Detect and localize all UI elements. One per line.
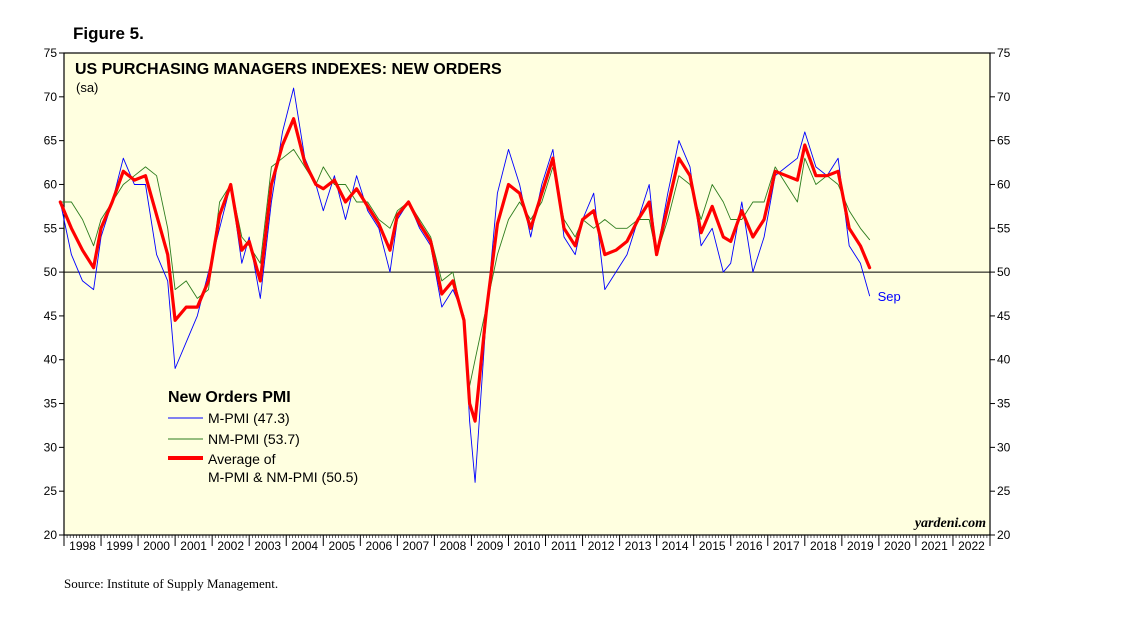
series-layer	[58, 87, 872, 483]
y-tick-label-left: 30	[44, 440, 58, 454]
x-tick-label: 2011	[551, 539, 577, 553]
chart-subtitle: (sa)	[76, 80, 98, 95]
legend: New Orders PMI M-PMI (47.3) NM-PMI (53.7…	[168, 389, 358, 485]
x-tick-label: 2013	[625, 539, 652, 553]
x-tick-label: 2015	[699, 539, 726, 553]
y-tick-label-right: 75	[997, 46, 1011, 60]
y-tick-label-left: 55	[44, 221, 58, 235]
y-tick-label-left: 40	[44, 353, 58, 367]
x-tick-label: 1999	[106, 539, 133, 553]
x-tick-label: 2021	[921, 539, 948, 553]
x-tick-label: 1998	[69, 539, 96, 553]
x-tick-label: 2014	[662, 539, 689, 553]
y-tick-label-right: 25	[997, 484, 1011, 498]
y-tick-label-left: 75	[44, 46, 58, 60]
x-tick-label: 2001	[180, 539, 207, 553]
y-tick-label-right: 20	[997, 528, 1011, 542]
x-tick-label: 2016	[736, 539, 763, 553]
y-tick-label-left: 20	[44, 528, 58, 542]
x-tick-label: 2012	[588, 539, 615, 553]
chart-title: US PURCHASING MANAGERS INDEXES: NEW ORDE…	[75, 61, 502, 78]
y-tick-label-right: 50	[997, 265, 1011, 279]
source-note: Source: Institute of Supply Management.	[64, 576, 279, 591]
legend-label-average-line: M-PMI & NM-PMI (50.5)	[208, 469, 358, 485]
latest-annotation: Sep	[878, 289, 901, 304]
x-tick-label: 2007	[403, 539, 430, 553]
y-tick-label-right: 35	[997, 397, 1011, 411]
figure-label: Figure 5.	[73, 24, 144, 43]
y-tick-label-right: 60	[997, 177, 1011, 191]
legend-label-average-line: Average of	[208, 451, 276, 467]
x-tick-label: 2019	[847, 539, 874, 553]
y-tick-label-left: 25	[44, 484, 58, 498]
y-tick-label-right: 70	[997, 90, 1011, 104]
y-tick-label-left: 70	[44, 90, 58, 104]
x-tick-label: 2006	[365, 539, 392, 553]
x-tick-label: 2002	[217, 539, 244, 553]
series-average	[58, 117, 872, 423]
y-tick-label-right: 45	[997, 309, 1011, 323]
y-tick-label-left: 45	[44, 309, 58, 323]
x-tick-label: 2003	[254, 539, 281, 553]
plot-background	[63, 52, 991, 536]
y-tick-label-right: 65	[997, 134, 1011, 148]
x-tick-label: 2004	[291, 539, 318, 553]
y-tick-label-right: 40	[997, 353, 1011, 367]
y-tick-label-left: 50	[44, 265, 58, 279]
x-tick-label: 2020	[884, 539, 911, 553]
x-tick-label: 2022	[958, 539, 985, 553]
y-tick-label-left: 65	[44, 134, 58, 148]
x-tick-label: 2010	[514, 539, 541, 553]
y-tick-label-left: 60	[44, 177, 58, 191]
legend-title: New Orders PMI	[168, 389, 291, 406]
x-tick-label: 2018	[810, 539, 837, 553]
y-tick-label-left: 35	[44, 397, 58, 411]
x-tick-label: 2017	[773, 539, 800, 553]
y-tick-label-right: 55	[997, 221, 1011, 235]
legend-label-m-pmi: M-PMI (47.3)	[208, 410, 290, 426]
x-tick-label: 2009	[477, 539, 504, 553]
y-tick-label-right: 30	[997, 440, 1011, 454]
x-tick-label: 2008	[440, 539, 467, 553]
legend-label-average: Average of M-PMI & NM-PMI (50.5)	[208, 451, 358, 485]
x-tick-label: 2000	[143, 539, 170, 553]
x-tick-label: 2005	[328, 539, 355, 553]
legend-label-nm-pmi: NM-PMI (53.7)	[208, 431, 300, 447]
watermark: yardeni.com	[913, 516, 986, 531]
